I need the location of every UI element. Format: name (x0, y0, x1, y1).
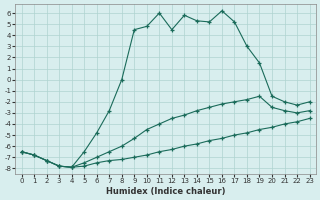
X-axis label: Humidex (Indice chaleur): Humidex (Indice chaleur) (106, 187, 225, 196)
